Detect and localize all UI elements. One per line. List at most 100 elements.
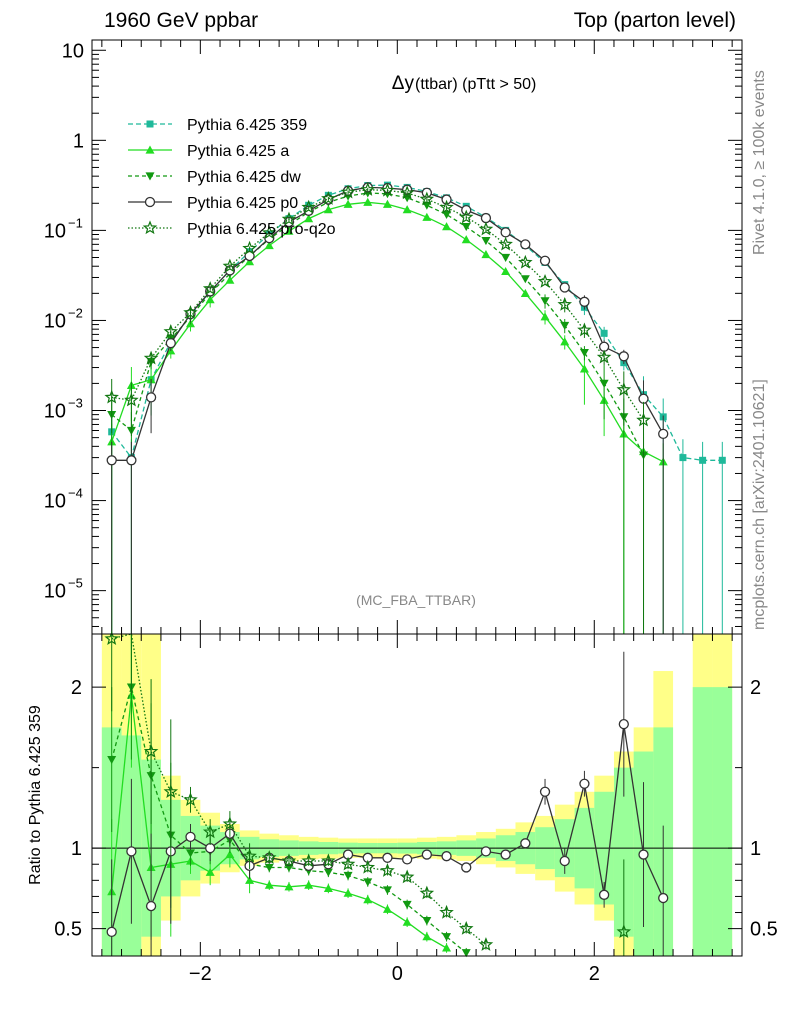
analysis-label: (MC_FBA_TTBAR) — [356, 592, 476, 608]
ratio-point — [402, 900, 412, 909]
x-tick-label: 0 — [392, 963, 403, 985]
legend-item: Pythia 6.425 a — [128, 143, 289, 160]
series-line — [111, 201, 664, 463]
ratio-point — [658, 892, 669, 904]
data-point — [442, 222, 452, 231]
series-line — [111, 192, 645, 456]
ratio-point — [222, 816, 238, 831]
data-point — [481, 249, 491, 259]
ratio-y-axis-label: Ratio to Pythia 6.425 359 — [27, 705, 44, 885]
data-point — [699, 456, 707, 464]
data-point — [145, 392, 157, 403]
data-point — [104, 389, 119, 404]
ratio-point — [478, 937, 494, 951]
data-point — [441, 194, 452, 205]
data-point — [539, 255, 551, 266]
ratio-point — [380, 863, 395, 877]
data-point — [679, 454, 687, 462]
data-point — [658, 428, 669, 440]
y-tick-exponent: −1 — [68, 215, 83, 230]
green-uncertainty-band — [692, 687, 713, 956]
data-point — [222, 258, 238, 273]
data-point — [380, 182, 395, 197]
legend-label: Pythia 6.425 a — [187, 143, 289, 160]
green-uncertainty-band — [613, 767, 634, 937]
data-point — [481, 237, 491, 246]
data-point — [596, 349, 612, 364]
ratio-point — [419, 885, 435, 900]
data-point — [165, 337, 176, 349]
legend-label: Pythia 6.425 359 — [187, 117, 307, 134]
data-point — [618, 351, 629, 362]
y-tick-label: 10 — [44, 310, 66, 332]
ratio-point — [145, 900, 157, 912]
ratio-point — [402, 917, 412, 926]
data-point — [520, 288, 530, 297]
data-point — [422, 212, 432, 221]
data-point — [163, 324, 179, 338]
ratio-point — [281, 853, 297, 868]
ratio-point — [616, 924, 632, 939]
data-point — [579, 364, 589, 373]
plot-title: (ttbar) (pTtt > 50) — [415, 76, 536, 93]
ratio-y-tick-label-right: 1 — [750, 838, 761, 860]
series-pythia-6-425-359 — [108, 181, 726, 634]
ratio-point — [284, 863, 294, 872]
data-point — [305, 201, 313, 209]
ratio-point — [500, 849, 511, 860]
ratio-point — [205, 867, 215, 876]
ratio-point — [107, 755, 117, 765]
data-point — [245, 257, 255, 266]
data-point — [225, 275, 235, 284]
legend-marker — [142, 220, 158, 235]
data-point — [461, 235, 471, 244]
ratio-point — [242, 848, 257, 863]
data-point — [321, 191, 336, 205]
data-point — [126, 455, 137, 466]
ratio-point — [598, 889, 610, 900]
series-pythia-6-425-pro-q2o — [104, 182, 651, 634]
data-point — [520, 275, 530, 284]
data-point — [478, 221, 494, 236]
ratio-point — [225, 850, 235, 859]
data-point — [579, 348, 589, 358]
ratio-point — [399, 869, 415, 884]
data-point — [304, 214, 314, 223]
y-tick-exponent: −4 — [68, 486, 83, 501]
data-point — [540, 312, 550, 321]
data-point — [343, 199, 353, 208]
data-point — [143, 350, 159, 365]
ratio-point — [321, 853, 336, 868]
data-point — [419, 191, 435, 206]
data-point — [264, 240, 274, 250]
data-point — [518, 254, 533, 269]
data-point — [402, 205, 412, 214]
ratio-series-pythia-6-425-pro-q2o — [104, 631, 632, 956]
ratio-point — [422, 916, 432, 926]
data-point — [560, 321, 570, 330]
ratio-point — [143, 743, 159, 758]
ratio-y-tick-label: 0.5 — [54, 919, 82, 941]
ratio-point — [264, 863, 274, 872]
ratio-point — [539, 786, 551, 797]
data-point — [461, 223, 471, 232]
ratio-point — [284, 882, 294, 891]
ratio-point — [185, 849, 195, 858]
data-point — [382, 199, 392, 208]
ratio-point — [382, 852, 393, 863]
data-point — [202, 281, 218, 295]
ratio-point — [304, 880, 314, 889]
data-point — [183, 305, 198, 319]
data-point — [498, 236, 513, 251]
ratio-point — [579, 778, 590, 789]
data-point — [205, 295, 215, 304]
ratio-point — [363, 878, 373, 887]
ratio-point — [422, 932, 432, 941]
ratio-point — [323, 883, 333, 892]
data-point — [616, 382, 632, 396]
y-tick-label: 10 — [44, 581, 66, 603]
data-point — [599, 379, 609, 388]
plot-title-symbol: Δy — [392, 73, 415, 94]
ratio-point — [183, 792, 198, 807]
ratio-plot-panel: 2 2 1 1 0.5 0.5 −2 0 2 Ratio to Pythia 6.425 359 — [27, 631, 778, 985]
